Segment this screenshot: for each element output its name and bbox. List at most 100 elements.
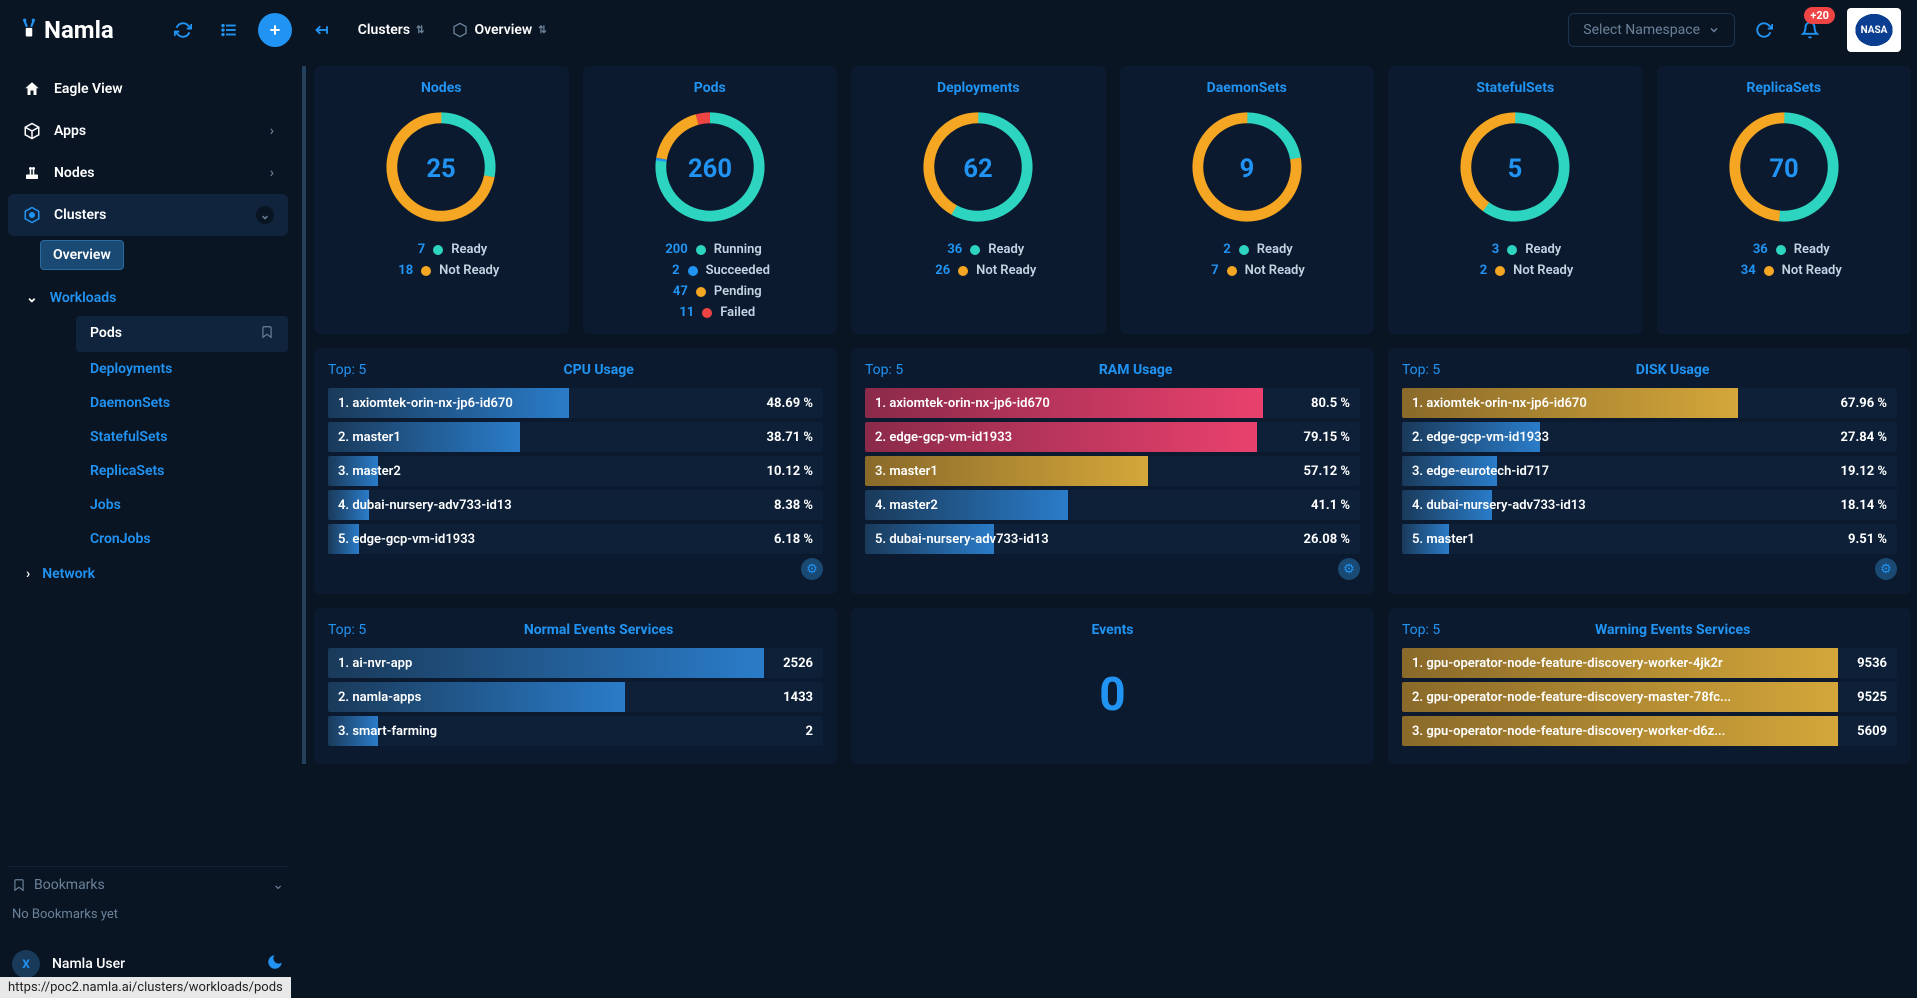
subnav-workloads[interactable]: Workloads: [50, 290, 117, 306]
donut-chart: 70: [1725, 108, 1843, 226]
collapse-toggle[interactable]: ⌄: [26, 290, 38, 306]
cube-icon: [22, 122, 42, 140]
donut-title: StatefulSets: [1402, 80, 1629, 96]
kube-icon: [22, 206, 42, 224]
donut-title: Deployments: [865, 80, 1092, 96]
notifications-button[interactable]: +20: [1793, 13, 1827, 47]
legend-row: 47Pending: [658, 284, 762, 299]
donut-title: DaemonSets: [1134, 80, 1361, 96]
legend-row: 36Ready: [932, 242, 1024, 257]
user-avatar: X: [12, 950, 40, 978]
back-button[interactable]: [304, 13, 338, 47]
legend-row: 200Running: [658, 242, 762, 257]
usage-row[interactable]: 4. dubai-nursery-adv733-id13 18.14 %: [1402, 490, 1897, 520]
legend-row: 18Not Ready: [383, 263, 499, 278]
event-row[interactable]: 2. namla-apps 1433: [328, 682, 823, 712]
legend-row: 11Failed: [664, 305, 755, 320]
donut-title: Pods: [597, 80, 824, 96]
workload-item-statefulsets[interactable]: StatefulSets: [76, 420, 288, 454]
svg-text:25: 25: [427, 154, 456, 184]
usage-row[interactable]: 5. edge-gcp-vm-id1933 6.18 %: [328, 524, 823, 554]
usage-row[interactable]: 3. edge-eurotech-id717 19.12 %: [1402, 456, 1897, 486]
usage-row[interactable]: 2. edge-gcp-vm-id1933 27.84 %: [1402, 422, 1897, 452]
workload-item-daemonsets[interactable]: DaemonSets: [76, 386, 288, 420]
chevron-right-icon: ›: [270, 165, 274, 181]
event-row[interactable]: 1. gpu-operator-node-feature-discovery-w…: [1402, 648, 1897, 678]
event-row[interactable]: 3. smart-farming 2: [328, 716, 823, 746]
chevron-down-icon: ⌄: [256, 206, 274, 224]
donut-chart: 9: [1188, 108, 1306, 226]
event-row[interactable]: 1. ai-nvr-app 2526: [328, 648, 823, 678]
svg-text:260: 260: [688, 154, 732, 184]
refresh-button[interactable]: [166, 13, 200, 47]
workload-item-pods[interactable]: Pods: [76, 316, 288, 352]
sidebar: Eagle View Apps › Nodes › Clusters ⌄ Ove…: [0, 60, 296, 998]
notif-badge: +20: [1804, 7, 1835, 24]
logo-icon: [16, 17, 42, 43]
gear-icon[interactable]: ⚙: [1875, 558, 1897, 580]
nav-apps[interactable]: Apps ›: [8, 110, 288, 152]
donut-chart: 260: [651, 108, 769, 226]
usage-row[interactable]: 1. axiomtek-orin-nx-jp6-id670 48.69 %: [328, 388, 823, 418]
legend-row: 7Ready: [395, 242, 487, 257]
legend-row: 34Not Ready: [1726, 263, 1842, 278]
usage-row[interactable]: 2. master1 38.71 %: [328, 422, 823, 452]
event-row[interactable]: 3. gpu-operator-node-feature-discovery-w…: [1402, 716, 1897, 746]
breadcrumb-overview[interactable]: Overview⇅: [444, 22, 554, 38]
statusbar: https://poc2.namla.ai/clusters/workloads…: [0, 977, 291, 998]
subnav-network[interactable]: Network: [42, 566, 95, 582]
usage-card-ram usage: Top: 5RAM Usage 1. axiomtek-orin-nx-jp6-…: [851, 348, 1374, 594]
breadcrumb-clusters[interactable]: Clusters⇅: [350, 22, 433, 38]
donut-title: ReplicaSets: [1671, 80, 1898, 96]
nav-clusters[interactable]: Clusters ⌄: [8, 194, 288, 236]
usage-row[interactable]: 5. master1 9.51 %: [1402, 524, 1897, 554]
event-row[interactable]: 2. gpu-operator-node-feature-discovery-m…: [1402, 682, 1897, 712]
usage-row[interactable]: 1. axiomtek-orin-nx-jp6-id670 80.5 %: [865, 388, 1360, 418]
workload-item-jobs[interactable]: Jobs: [76, 488, 288, 522]
workload-item-deployments[interactable]: Deployments: [76, 352, 288, 386]
legend-row: 3Ready: [1469, 242, 1561, 257]
add-button[interactable]: [258, 13, 292, 47]
workload-item-cronjobs[interactable]: CronJobs: [76, 522, 288, 556]
logo: Namla: [16, 16, 114, 44]
nodes-icon: [22, 164, 42, 182]
gear-icon[interactable]: ⚙: [1338, 558, 1360, 580]
usage-row[interactable]: 4. dubai-nursery-adv733-id13 8.38 %: [328, 490, 823, 520]
usage-row[interactable]: 2. edge-gcp-vm-id1933 79.15 %: [865, 422, 1360, 452]
usage-row[interactable]: 4. master2 41.1 %: [865, 490, 1360, 520]
moon-icon[interactable]: [266, 953, 284, 975]
donut-card-deployments: Deployments 62 36Ready26Not Ready: [851, 66, 1106, 334]
donut-card-pods: Pods 260 200Running2Succeeded47Pending11…: [583, 66, 838, 334]
legend-row: 7Not Ready: [1189, 263, 1305, 278]
bookmarks-header[interactable]: Bookmarks ⌄: [8, 866, 288, 903]
no-bookmarks-text: No Bookmarks yet: [8, 903, 288, 938]
donut-card-statefulsets: StatefulSets 5 3Ready2Not Ready: [1388, 66, 1643, 334]
usage-row[interactable]: 1. axiomtek-orin-nx-jp6-id670 67.96 %: [1402, 388, 1897, 418]
gear-icon[interactable]: ⚙: [801, 558, 823, 580]
events-title: Events: [865, 622, 1360, 638]
usage-row[interactable]: 3. master2 10.12 %: [328, 456, 823, 486]
normal-events-card: Top: 5Normal Events Services 1. ai-nvr-a…: [314, 608, 837, 764]
nav-nodes[interactable]: Nodes ›: [8, 152, 288, 194]
refresh2-button[interactable]: [1747, 13, 1781, 47]
topbar: Namla Clusters⇅ Overview⇅ Select Namespa…: [0, 0, 1917, 60]
chevron-down-icon: [1708, 24, 1720, 36]
donut-chart: 25: [382, 108, 500, 226]
svg-text:9: 9: [1239, 154, 1254, 184]
chevron-right-icon: ›: [270, 123, 274, 139]
donut-chart: 62: [919, 108, 1037, 226]
workload-item-replicasets[interactable]: ReplicaSets: [76, 454, 288, 488]
legend-row: 36Ready: [1738, 242, 1830, 257]
avatar[interactable]: NASA: [1847, 8, 1901, 52]
subnav-overview[interactable]: Overview: [40, 240, 124, 270]
events-card: Events 0: [851, 608, 1374, 764]
kube-icon: [452, 22, 468, 38]
expand-toggle[interactable]: ›: [26, 566, 30, 582]
bookmark-outline-icon[interactable]: [260, 325, 274, 343]
list-button[interactable]: [212, 13, 246, 47]
usage-row[interactable]: 3. master1 57.12 %: [865, 456, 1360, 486]
usage-card-disk usage: Top: 5DISK Usage 1. axiomtek-orin-nx-jp6…: [1388, 348, 1911, 594]
namespace-select[interactable]: Select Namespace: [1568, 13, 1735, 47]
nav-eagle-view[interactable]: Eagle View: [8, 68, 288, 110]
usage-row[interactable]: 5. dubai-nursery-adv733-id13 26.08 %: [865, 524, 1360, 554]
